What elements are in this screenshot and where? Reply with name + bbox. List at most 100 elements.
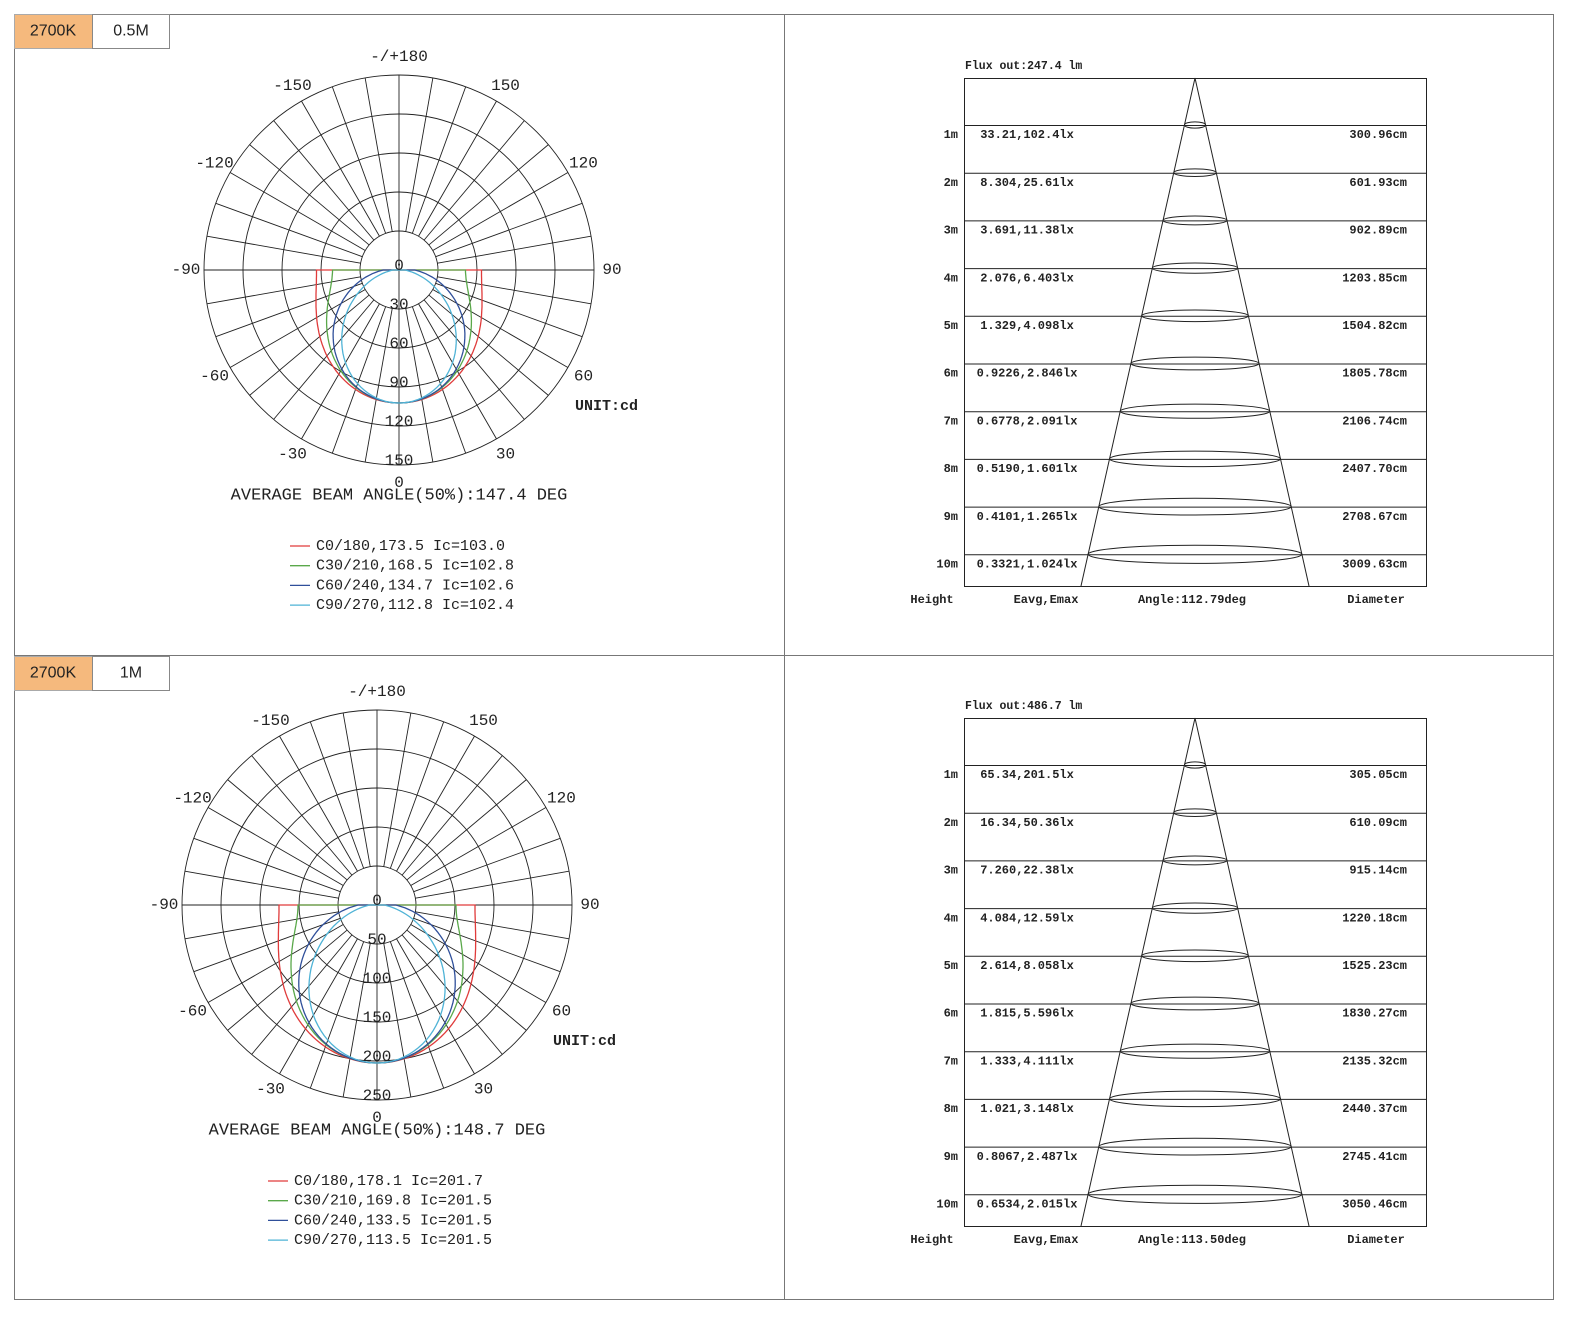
polar-spoke [215, 202, 363, 258]
diameter: 1504.82cm [1342, 319, 1407, 333]
polar-spoke [423, 120, 525, 241]
height: 3m [944, 864, 958, 878]
height: 9m [944, 510, 958, 524]
polar-spoke [389, 941, 445, 1089]
flux: Flux out:486.7 lm [965, 700, 1082, 713]
diameter: 1830.27cm [1342, 1007, 1407, 1021]
beam-angle: AVERAGE BEAM ANGLE(50%):148.7 DEG [209, 1121, 546, 1140]
polar-spoke [249, 294, 370, 396]
beam-ellipse [1109, 1090, 1281, 1108]
height: 7m [944, 414, 958, 428]
radial-label: 200 [363, 1048, 392, 1066]
illuminance: 1.329,4.098lx [980, 319, 1074, 333]
polar-spoke [342, 712, 371, 867]
column-header: Height [910, 593, 953, 607]
beam-ellipse [1173, 808, 1217, 818]
angle-label: 0 [372, 1109, 382, 1127]
legend-entry: C30/210,168.5 Ic=102.8 [316, 558, 514, 575]
angle-label: 30 [474, 1081, 493, 1099]
height: 6m [944, 1007, 958, 1021]
illuminance: 1.333,4.111lx [980, 1054, 1074, 1068]
polar-spoke [428, 294, 549, 396]
angle-label: -120 [195, 155, 233, 173]
beam-ellipse [1087, 544, 1303, 564]
height: 8m [944, 1102, 958, 1116]
illuminance: 7.260,22.38lx [980, 864, 1074, 878]
height: 1m [944, 768, 958, 782]
beam-ellipse [1087, 1184, 1303, 1204]
beam-ellipse [1151, 262, 1239, 274]
diameter: 3050.46cm [1342, 1197, 1407, 1211]
diameter: 1525.23cm [1342, 959, 1407, 973]
angle-label: -150 [273, 77, 311, 95]
angle-label: 150 [491, 77, 520, 95]
diameter: 305.05cm [1349, 768, 1407, 782]
polar-spoke [428, 144, 549, 246]
diameter: 300.96cm [1349, 128, 1407, 142]
angle-label: -30 [278, 446, 307, 464]
illuminance: 0.9226,2.846lx [977, 367, 1078, 381]
angle-label: -150 [251, 712, 289, 730]
illuminance: 0.6778,2.091lx [977, 414, 1078, 428]
distance-box [92, 14, 170, 49]
polar-spoke [331, 86, 387, 234]
polar-spoke [229, 289, 366, 368]
radial-label: 120 [385, 413, 414, 431]
illuminance: 65.34,201.5lx [980, 768, 1074, 782]
legend-entry: C0/180,173.5 Ic=103.0 [316, 538, 505, 555]
illuminance: 1.021,3.148lx [980, 1102, 1074, 1116]
polar-spoke [364, 77, 393, 232]
illuminance: 33.21,102.4lx [980, 128, 1074, 142]
polar-spoke [309, 941, 365, 1089]
height: 7m [944, 1054, 958, 1068]
polar-spoke [410, 807, 547, 886]
diameter: 601.93cm [1349, 176, 1407, 190]
diameter: 2440.37cm [1342, 1102, 1407, 1116]
column-header: Height [910, 1233, 953, 1247]
illuminance: 0.5190,1.601lx [977, 462, 1078, 476]
illuminance: 0.4101,1.265lx [977, 510, 1078, 524]
diameter: 610.09cm [1349, 816, 1407, 830]
polar-spoke [215, 282, 363, 338]
diameter: 2106.74cm [1342, 414, 1407, 428]
polar-spoke [207, 807, 344, 886]
angle-label: -60 [178, 1003, 207, 1021]
polar-spoke [389, 721, 445, 869]
angle-label: 120 [547, 790, 576, 808]
polar-spoke [207, 924, 344, 1003]
diameter: 2745.41cm [1342, 1150, 1407, 1164]
tag: 2700K [30, 665, 77, 682]
tag-box [14, 656, 93, 691]
angle-label: 90 [580, 896, 599, 914]
polar-spoke [193, 837, 341, 893]
beam-ellipse [1183, 761, 1207, 769]
polar-spoke [437, 235, 592, 264]
distance: 0.5M [113, 23, 149, 40]
height: 4m [944, 911, 958, 925]
polar-spoke [405, 77, 434, 232]
polar-spoke [184, 911, 339, 940]
polar-spoke [383, 943, 412, 1098]
beam-ellipse [1141, 309, 1249, 323]
angle-label: -120 [173, 790, 211, 808]
illuminance: 3.691,11.38lx [980, 224, 1074, 238]
column-header: Eavg,Emax [1014, 593, 1079, 607]
illuminance: 8.304,25.61lx [980, 176, 1074, 190]
polar-spoke [184, 870, 339, 899]
polar-spoke [411, 306, 467, 454]
distance-box [92, 656, 170, 691]
diameter: 2708.67cm [1342, 510, 1407, 524]
beam-ellipse [1098, 1137, 1292, 1156]
polar-spoke [423, 299, 525, 420]
height: 8m [944, 462, 958, 476]
angle-label: 30 [496, 446, 515, 464]
column-header: Angle:113.50deg [1138, 1233, 1246, 1247]
cone-edge [1080, 717, 1196, 1227]
polar-spoke [405, 308, 434, 463]
height: 4m [944, 271, 958, 285]
polar-spoke [415, 870, 570, 899]
height: 5m [944, 959, 958, 973]
polar-spoke [273, 299, 375, 420]
diameter: 1220.18cm [1342, 911, 1407, 925]
